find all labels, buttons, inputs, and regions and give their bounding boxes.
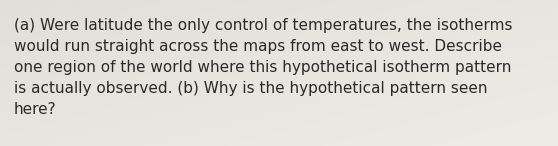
Text: (a) Were latitude the only control of temperatures, the isotherms
would run stra: (a) Were latitude the only control of te… — [14, 18, 512, 117]
